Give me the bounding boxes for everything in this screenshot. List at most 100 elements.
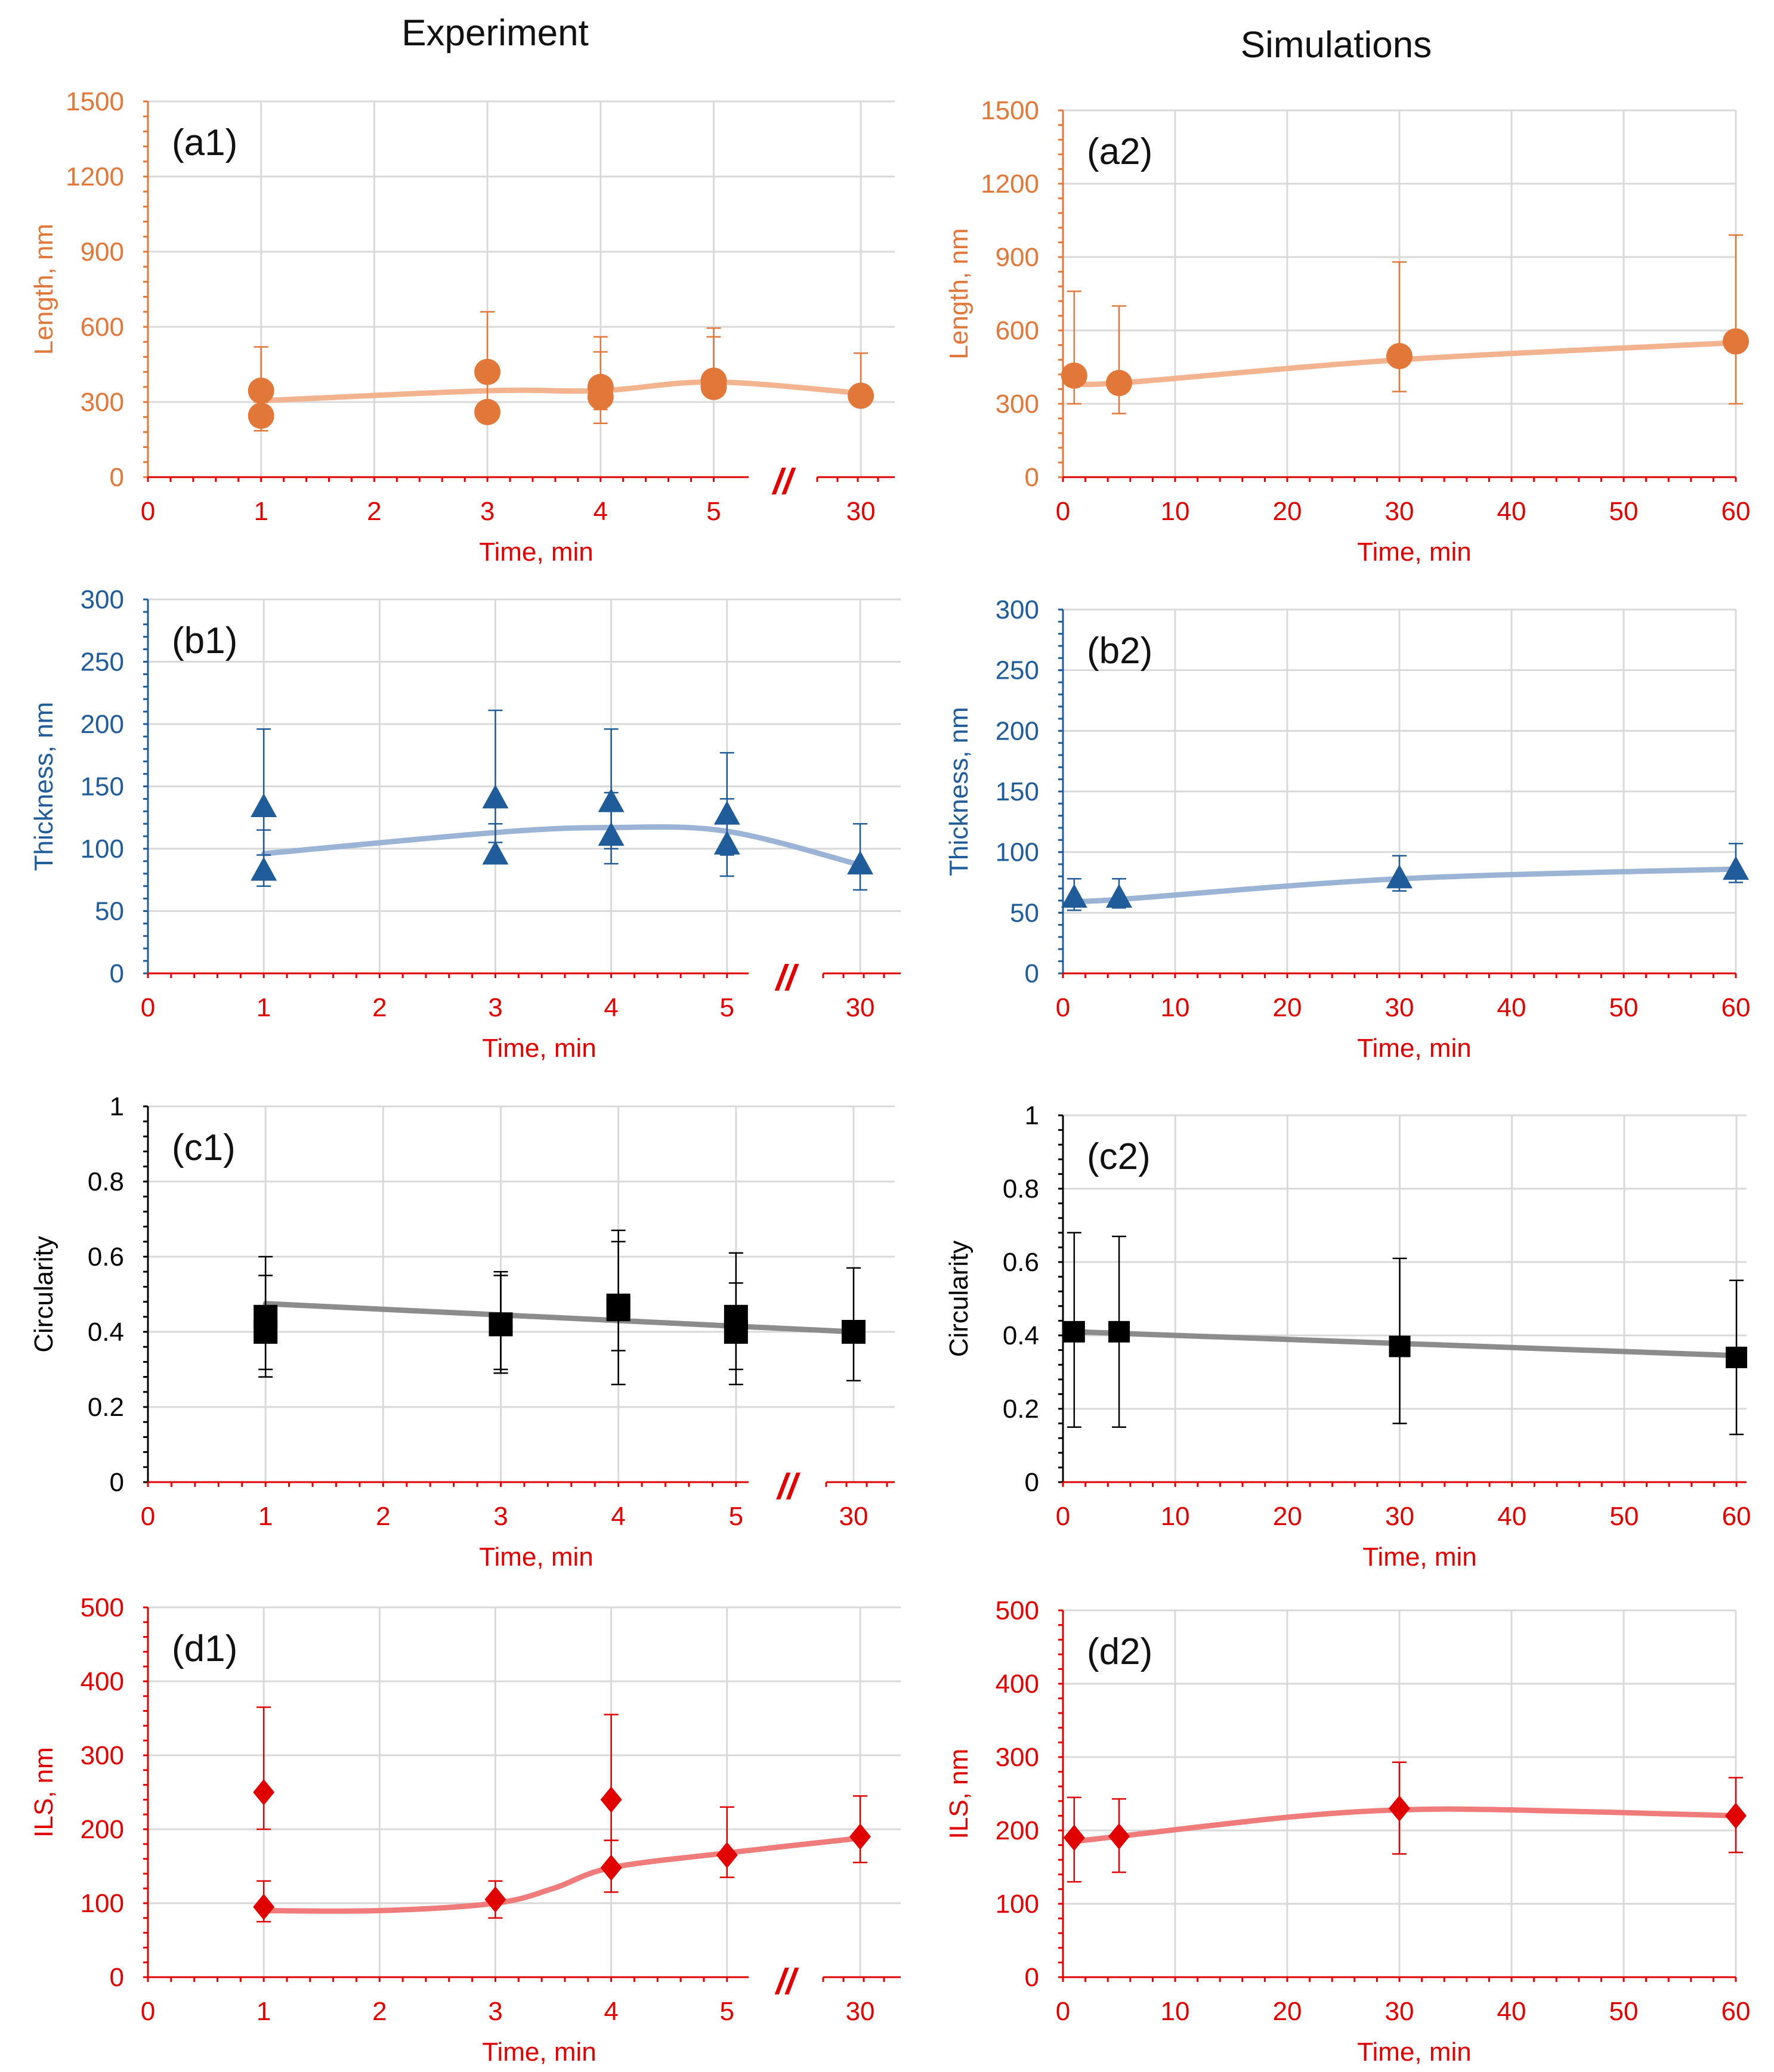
x-tick-label: 2 — [367, 497, 381, 526]
data-point-circle — [474, 398, 501, 425]
y-axis-title: Circularity — [944, 1241, 973, 1357]
data-point-triangle — [1061, 883, 1087, 908]
data-point-square — [1108, 1320, 1130, 1343]
x-tick-label: 10 — [1161, 1997, 1190, 2026]
x-tick-label: 0 — [1056, 1502, 1070, 1531]
data-point-square — [724, 1320, 748, 1344]
data-point-diamond — [600, 1854, 622, 1881]
x-tick-label: 0 — [141, 497, 155, 526]
y-tick-label: 50 — [1010, 898, 1039, 927]
panel-label: (c2) — [1087, 1136, 1151, 1177]
y-tick-label: 500 — [996, 1596, 1039, 1625]
x-axis-title: Time, min — [1357, 537, 1472, 567]
y-tick-label: 300 — [81, 388, 124, 417]
x-tick-label: 0 — [141, 993, 155, 1022]
panel-label: (a2) — [1087, 131, 1152, 172]
x-axis-title: Time, min — [1362, 1542, 1477, 1572]
y-tick-label: 300 — [81, 585, 124, 614]
x-tick-label: 40 — [1497, 497, 1526, 526]
data-point-square — [1063, 1320, 1085, 1343]
data-point-triangle — [1386, 864, 1413, 889]
x-tick-label: 30 — [846, 1997, 875, 2026]
data-point-circle — [248, 378, 274, 404]
x-tick-label: 3 — [493, 1502, 508, 1531]
chart-panel-a2: 0 300 600 900 1200 1500 0 10 20 30 40 50 60 Time, min… — [944, 96, 1750, 567]
data-point-circle — [248, 403, 274, 429]
data-point-square — [254, 1320, 278, 1344]
y-tick-label: 500 — [81, 1593, 124, 1622]
panel-label: (a1) — [172, 122, 237, 163]
x-tick-label: 20 — [1273, 993, 1302, 1022]
y-axis-title: ILS, nm — [944, 1749, 973, 1839]
chart-panel-b1: 0 50 100 150 200 250 300 // 0 1 2 3 4 5 30 Time, min Thi… — [29, 585, 901, 1063]
chart-panel-d1: 0 100 200 300 400 500 // 0 1 2 3 4 5 30 Time, min ILS, … — [29, 1593, 901, 2067]
x-axis-title: Time, min — [1357, 1034, 1472, 1063]
y-tick-label: 0.2 — [88, 1393, 124, 1422]
data-point-diamond — [484, 1886, 506, 1913]
x-tick-label: 50 — [1609, 497, 1639, 526]
y-axis-title: Length, nm — [29, 224, 58, 355]
y-tick-label: 0.2 — [1003, 1394, 1039, 1424]
axis-break-mark: // — [774, 958, 799, 998]
x-tick-label: 5 — [729, 1502, 743, 1531]
x-tick-label: 60 — [1722, 1997, 1751, 2026]
x-tick-label: 2 — [376, 1502, 390, 1531]
y-axis-title: Thickness, nm — [29, 702, 58, 871]
x-tick-label: 1 — [258, 1502, 273, 1531]
y-tick-label: 0.6 — [88, 1242, 124, 1272]
y-tick-label: 250 — [81, 648, 124, 677]
data-point-diamond — [1063, 1824, 1085, 1851]
x-tick-label: 1 — [256, 1997, 271, 2026]
x-tick-label: 30 — [1385, 993, 1414, 1022]
y-tick-label: 150 — [81, 772, 124, 802]
y-tick-label: 100 — [996, 1889, 1039, 1919]
y-tick-label: 0 — [1025, 959, 1039, 988]
panel-label: (d2) — [1087, 1631, 1152, 1672]
trend-line — [1071, 866, 1739, 904]
x-tick-label: 5 — [720, 1997, 734, 2026]
trend-line — [1071, 340, 1739, 387]
x-tick-label: 10 — [1161, 497, 1190, 526]
x-tick-label: 30 — [1385, 1997, 1414, 2026]
y-tick-label: 100 — [81, 1889, 124, 1918]
panel-label: (b2) — [1087, 630, 1152, 672]
x-tick-label: 10 — [1161, 1502, 1190, 1531]
y-tick-label: 0.4 — [1003, 1321, 1039, 1350]
y-axis-title: Thickness, nm — [944, 707, 973, 876]
y-axis-title: Circularity — [29, 1236, 58, 1353]
y-tick-label: 0 — [110, 1963, 124, 1992]
x-tick-label: 0 — [141, 1502, 155, 1531]
x-tick-label: 60 — [1722, 1502, 1751, 1531]
y-tick-label: 200 — [996, 1816, 1039, 1845]
x-tick-label: 5 — [706, 497, 721, 526]
data-point-triangle — [713, 800, 740, 825]
data-point-triangle — [482, 840, 509, 865]
y-tick-label: 900 — [81, 237, 124, 267]
x-tick-label: 50 — [1609, 1997, 1639, 2026]
data-point-circle — [1386, 343, 1413, 370]
data-point-diamond — [1108, 1823, 1130, 1850]
y-tick-label: 300 — [996, 595, 1039, 624]
data-point-diamond — [253, 1894, 275, 1921]
y-tick-label: 0.4 — [88, 1318, 124, 1347]
experiment-column-title: Experiment — [401, 13, 589, 54]
data-point-triangle — [598, 822, 625, 846]
trend-line — [258, 379, 864, 404]
panel-label: (c1) — [172, 1127, 236, 1168]
x-axis-title: Time, min — [1357, 2037, 1472, 2067]
y-tick-label: 600 — [81, 313, 124, 342]
y-tick-label: 0 — [1025, 1468, 1039, 1497]
data-point-diamond — [1725, 1802, 1747, 1829]
y-tick-label: 50 — [95, 897, 124, 926]
data-point-triangle — [598, 788, 625, 812]
data-point-diamond — [849, 1823, 871, 1850]
y-tick-label: 250 — [996, 656, 1039, 685]
y-tick-label: 0 — [1025, 1963, 1039, 1992]
y-tick-label: 0 — [110, 959, 124, 988]
data-point-diamond — [716, 1842, 738, 1869]
y-tick-label: 0.8 — [88, 1167, 124, 1196]
panel-label: (d1) — [172, 1628, 237, 1669]
panel-label: (b1) — [172, 620, 237, 661]
